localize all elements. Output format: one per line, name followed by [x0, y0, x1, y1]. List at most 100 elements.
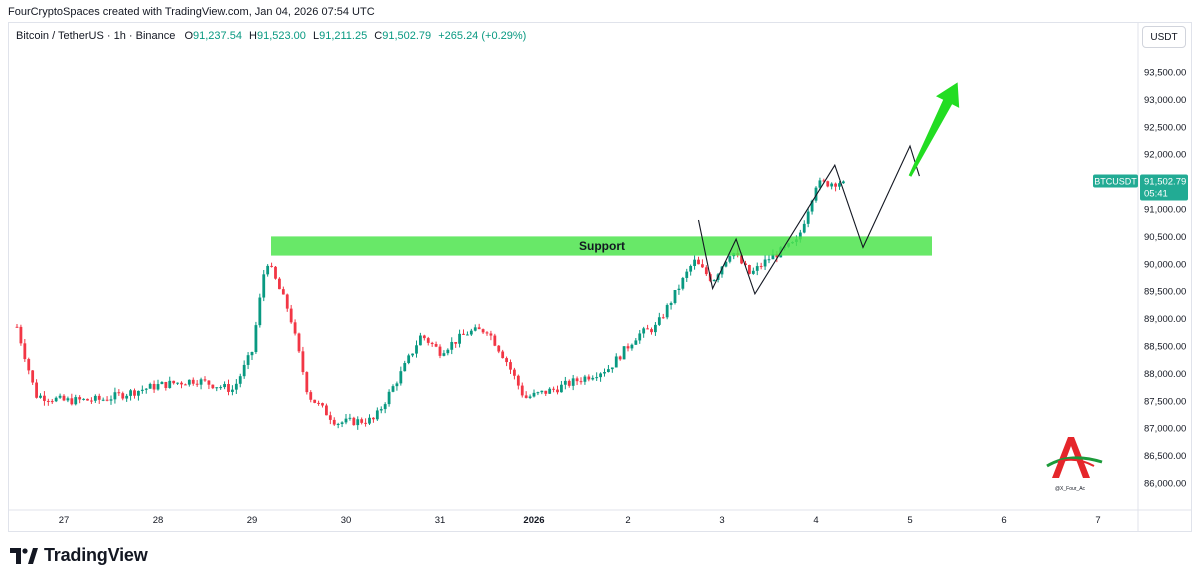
candle [164, 381, 168, 391]
candle [148, 382, 152, 389]
candle [591, 375, 595, 381]
candle [485, 331, 489, 336]
candle [759, 262, 763, 270]
y-tick-label: 86,500.00 [1144, 451, 1186, 462]
candle [23, 339, 27, 362]
candle [434, 341, 438, 348]
candle [352, 416, 356, 426]
chart-frame[interactable] [8, 22, 1192, 532]
candle [834, 182, 837, 192]
candle [58, 393, 62, 399]
candle [313, 399, 317, 404]
candle [144, 388, 148, 394]
candle [704, 265, 708, 276]
annotation-layer [697, 82, 960, 296]
candle [842, 180, 845, 184]
candle [454, 341, 458, 348]
candle [172, 380, 176, 385]
candle [442, 350, 446, 357]
candle [685, 268, 689, 282]
x-tick-label: 7 [1095, 515, 1100, 526]
tradingview-logo[interactable]: TradingView [10, 545, 148, 566]
support-zone[interactable] [271, 236, 932, 256]
price-axis[interactable]: 86,000.00 86,500.00 87,000.00 87,500.00 88,0… [1137, 22, 1186, 532]
candle [215, 387, 219, 392]
symbol-label[interactable]: Bitcoin / TetherUS · 1h · Binance [16, 30, 176, 42]
candle [46, 398, 50, 406]
candle [751, 267, 755, 275]
candle [121, 391, 125, 401]
candle [90, 397, 93, 404]
candle [195, 380, 199, 387]
candle [520, 382, 524, 398]
candle [677, 284, 681, 295]
candle [328, 411, 332, 425]
candle [536, 391, 540, 396]
candle [528, 394, 532, 400]
candle [826, 180, 830, 188]
candle [184, 383, 187, 386]
candle [317, 400, 320, 406]
candle [516, 374, 520, 390]
time-axis[interactable]: 27 28 29 30 31 2026 2 3 4 5 6 7 [8, 509, 1192, 526]
x-tick-label: 3 [719, 515, 724, 526]
candle [481, 328, 485, 334]
projection-path[interactable] [697, 144, 920, 296]
x-tick-label: 29 [247, 515, 258, 526]
candles-layer [15, 177, 845, 430]
zone-layer: Support [271, 236, 932, 256]
candle [105, 396, 109, 402]
candle [458, 329, 461, 348]
candle [332, 417, 336, 426]
candle [642, 326, 646, 338]
candle [411, 353, 414, 358]
candle [524, 391, 528, 399]
tradingview-logo-icon [10, 547, 38, 564]
candle [117, 389, 121, 396]
candle [556, 385, 559, 395]
high-label: H [249, 30, 257, 42]
bullish-arrow[interactable] [908, 82, 960, 177]
candle [638, 329, 642, 344]
low-value: 91,211.25 [319, 30, 368, 42]
chart-attribution: FourCryptoSpaces created with TradingVie… [8, 6, 375, 18]
y-tick-label: 90,000.00 [1144, 259, 1186, 270]
candle [438, 344, 442, 359]
candle [19, 324, 23, 346]
candle [223, 381, 226, 390]
candle [755, 262, 759, 276]
y-tick-label: 93,000.00 [1144, 95, 1186, 106]
currency-button[interactable]: USDT [1142, 26, 1186, 48]
candle [661, 313, 665, 319]
candle [552, 386, 555, 393]
candle [701, 259, 704, 268]
candle [281, 286, 285, 295]
candle [258, 293, 262, 328]
x-tick-label: 4 [813, 515, 818, 526]
candle [125, 393, 129, 402]
candle [321, 402, 324, 408]
candle [231, 385, 234, 396]
candle [407, 353, 411, 365]
candle [285, 293, 289, 312]
candle [712, 279, 716, 282]
candle [634, 337, 638, 345]
candle [532, 389, 536, 398]
candle [646, 324, 649, 330]
candle [654, 322, 657, 336]
candle [234, 379, 238, 395]
candle [74, 394, 78, 406]
tradingview-logo-text: TradingView [44, 545, 148, 565]
candle [426, 336, 430, 346]
candle [168, 376, 172, 389]
candle [15, 324, 19, 328]
candle [356, 416, 360, 430]
candle [274, 265, 277, 280]
candle [763, 255, 767, 270]
candle [419, 332, 422, 346]
candle [211, 384, 215, 390]
candle [133, 388, 136, 399]
candle [156, 379, 160, 391]
candle [97, 393, 101, 404]
